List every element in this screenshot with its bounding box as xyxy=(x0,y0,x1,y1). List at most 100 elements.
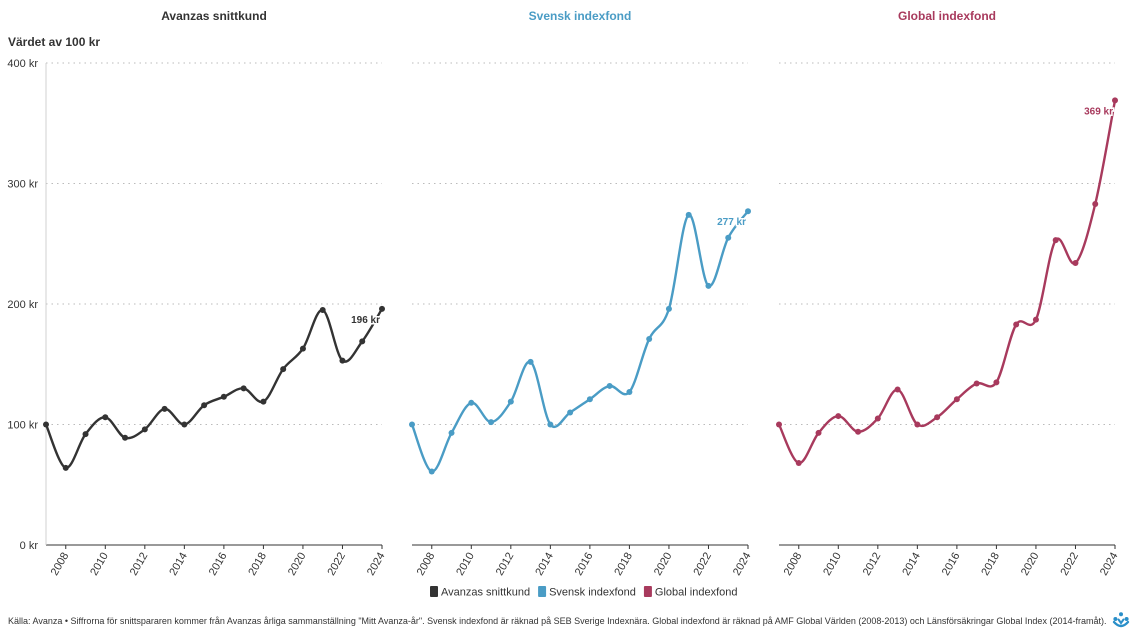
data-point xyxy=(1072,260,1079,267)
x-tick-label: 2010 xyxy=(821,551,844,578)
data-point xyxy=(914,421,921,428)
end-value-label: 196 kr xyxy=(351,315,380,326)
data-point xyxy=(82,431,89,438)
x-tick-label: 2012 xyxy=(861,551,884,578)
data-point xyxy=(745,208,751,215)
data-point xyxy=(468,399,475,406)
data-point xyxy=(646,335,653,342)
data-point xyxy=(705,282,712,289)
x-tick-label: 2018 xyxy=(612,551,635,578)
data-point xyxy=(488,419,495,426)
data-point xyxy=(319,307,326,314)
data-point xyxy=(953,396,960,403)
data-point xyxy=(606,382,613,389)
data-point xyxy=(1032,316,1039,323)
data-point xyxy=(815,429,822,436)
x-tick-label: 2016 xyxy=(207,551,230,578)
x-tick-label: 2010 xyxy=(88,551,111,578)
x-tick-label: 2008 xyxy=(782,551,805,578)
x-tick-label: 2018 xyxy=(979,551,1002,578)
y-axis-label: Värdet av 100 kr xyxy=(8,35,100,49)
data-point xyxy=(855,428,862,435)
data-point xyxy=(379,305,385,312)
data-point xyxy=(795,460,802,467)
x-tick-label: 2014 xyxy=(167,551,190,578)
data-point xyxy=(1052,237,1059,244)
x-tick-label: 2010 xyxy=(454,551,477,578)
data-point xyxy=(181,421,188,428)
data-point xyxy=(1013,321,1020,328)
avanza-logo-icon xyxy=(1112,612,1130,628)
data-point xyxy=(299,345,306,352)
data-point xyxy=(626,388,633,395)
data-point xyxy=(43,421,49,428)
x-tick-label: 2016 xyxy=(573,551,596,578)
x-tick-label: 2022 xyxy=(325,551,348,578)
data-point xyxy=(776,421,782,428)
y-tick-label: 400 kr xyxy=(7,58,38,70)
data-point xyxy=(122,434,129,441)
legend-label: Global indexfond xyxy=(655,587,738,599)
panel-title: Global indexfond xyxy=(898,9,996,23)
x-tick-label: 2020 xyxy=(1019,551,1042,578)
y-tick-label: 200 kr xyxy=(7,299,38,311)
data-point xyxy=(1092,200,1099,207)
x-tick-label: 2022 xyxy=(691,551,714,578)
data-point xyxy=(835,413,842,420)
data-point xyxy=(507,398,514,405)
series-line xyxy=(777,99,1117,465)
x-tick-label: 2018 xyxy=(246,551,269,578)
data-point xyxy=(240,385,247,392)
x-tick-label: 2012 xyxy=(128,551,151,578)
data-point xyxy=(894,386,901,393)
data-point xyxy=(973,380,980,387)
x-tick-label: 2022 xyxy=(1058,551,1081,578)
x-tick-label: 2016 xyxy=(940,551,963,578)
x-tick-label: 2008 xyxy=(49,551,72,578)
source-note: Källa: Avanza • Siffrorna för snittspara… xyxy=(8,616,1107,626)
legend-label: Svensk indexfond xyxy=(549,587,636,599)
data-point xyxy=(428,468,435,475)
data-point xyxy=(339,357,346,364)
x-tick-label: 2020 xyxy=(286,551,309,578)
data-point xyxy=(665,305,672,312)
y-tick-label: 300 kr xyxy=(7,179,38,191)
legend-swatch xyxy=(643,586,652,597)
x-tick-label: 2024 xyxy=(1098,551,1121,578)
legend-label: Avanzas snittkund xyxy=(441,587,530,599)
panel-title: Svensk indexfond xyxy=(529,9,632,23)
panel-title: Avanzas snittkund xyxy=(161,9,267,23)
x-tick-label: 2024 xyxy=(365,551,388,578)
x-tick-label: 2014 xyxy=(533,551,556,578)
end-value-label: 277 kr xyxy=(717,217,746,228)
series-line xyxy=(44,307,384,470)
x-tick-label: 2024 xyxy=(731,551,754,578)
data-point xyxy=(874,415,881,422)
x-tick-label: 2008 xyxy=(415,551,438,578)
x-tick-label: 2014 xyxy=(900,551,923,578)
data-point xyxy=(62,464,69,471)
legend-swatch xyxy=(538,586,547,597)
data-point xyxy=(141,426,148,433)
data-point xyxy=(567,409,574,416)
data-point xyxy=(993,379,1000,386)
data-point xyxy=(725,234,732,241)
data-point xyxy=(448,429,455,436)
series-line xyxy=(410,210,750,473)
data-point xyxy=(220,393,227,400)
data-point xyxy=(201,402,208,409)
legend-swatch xyxy=(430,586,438,597)
end-value-label: 369 kr xyxy=(1084,106,1113,117)
data-point xyxy=(934,414,941,421)
x-tick-label: 2020 xyxy=(652,551,675,578)
data-point xyxy=(685,211,692,218)
x-tick-label: 2012 xyxy=(494,551,517,578)
data-point xyxy=(102,414,109,421)
data-point xyxy=(1112,97,1118,104)
data-point xyxy=(409,421,415,428)
y-tick-label: 0 kr xyxy=(20,540,39,552)
data-point xyxy=(547,421,554,428)
y-tick-label: 100 kr xyxy=(7,420,38,432)
data-point xyxy=(260,398,267,405)
